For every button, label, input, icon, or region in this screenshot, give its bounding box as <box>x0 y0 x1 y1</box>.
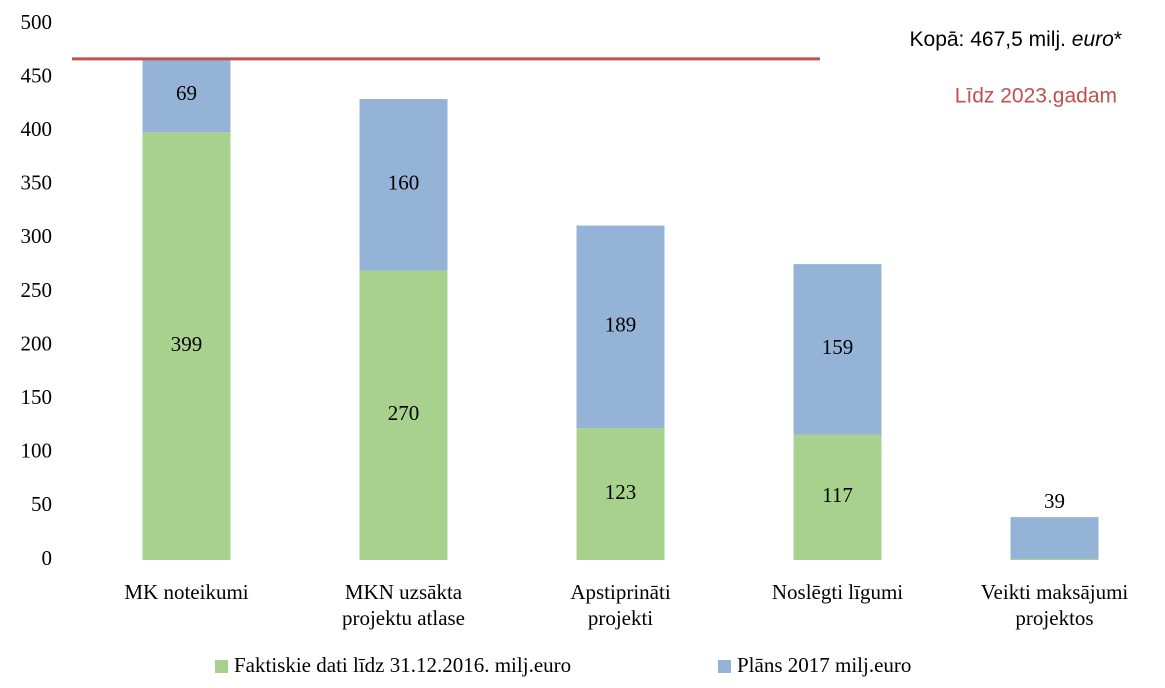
data-label: 69 <box>176 81 197 105</box>
reference-label-part: euro <box>1072 28 1114 51</box>
x-tick-label: Noslēgti līgumi <box>772 580 903 604</box>
bar-segment <box>359 99 448 271</box>
data-label: 399 <box>171 332 203 356</box>
legend-swatch <box>718 660 731 673</box>
bar-segment <box>576 428 665 560</box>
y-tick-label: 50 <box>31 492 52 516</box>
data-label: 189 <box>605 313 637 337</box>
x-tick-label: MK noteikumi <box>124 580 248 604</box>
y-tick-label: 100 <box>21 439 53 463</box>
y-tick-label: 200 <box>21 331 53 355</box>
bar-segment <box>359 270 448 560</box>
y-tick-label: 350 <box>21 171 53 195</box>
x-tick-label: Veikti maksājumi <box>981 580 1129 604</box>
bar-segment <box>142 58 231 133</box>
y-tick-label: 250 <box>21 278 53 302</box>
legend-label: Faktiskie dati līdz 31.12.2016. milj.eur… <box>234 653 571 677</box>
x-tick-label: projekti <box>588 606 653 630</box>
x-tick-label: projektu atlase <box>342 606 465 630</box>
bar-segment <box>576 225 665 429</box>
reference-label: Kopā: 467,5 milj. euro* <box>910 28 1122 51</box>
reference-note: Līdz 2023.gadam <box>955 85 1117 108</box>
x-tick-label: Apstiprināti <box>570 580 670 604</box>
legend-swatch <box>215 660 228 673</box>
bar-segment <box>793 434 882 560</box>
y-tick-label: 300 <box>21 224 53 248</box>
bar-segment <box>793 264 882 435</box>
x-tick-label: MKN uzsākta <box>345 580 463 604</box>
legend-label: Plāns 2017 milj.euro <box>737 653 911 677</box>
bar-segment <box>1010 558 1099 560</box>
bar-segment <box>1010 517 1099 559</box>
reference-label-part: Kopā: 467,5 milj. <box>910 28 1072 51</box>
data-label: 270 <box>388 401 420 425</box>
data-label: 39 <box>1044 489 1065 513</box>
y-tick-label: 400 <box>21 117 53 141</box>
data-label: 160 <box>388 171 420 195</box>
y-tick-label: 450 <box>21 63 53 87</box>
y-tick-label: 0 <box>42 546 53 570</box>
data-label: 159 <box>822 335 854 359</box>
bar-segment <box>142 132 231 560</box>
data-label: 123 <box>605 480 637 504</box>
data-label: 117 <box>822 483 853 507</box>
y-tick-label: 500 <box>21 10 53 34</box>
y-tick-label: 150 <box>21 385 53 409</box>
x-tick-label: projektos <box>1015 606 1093 630</box>
reference-label-part: * <box>1114 28 1122 51</box>
